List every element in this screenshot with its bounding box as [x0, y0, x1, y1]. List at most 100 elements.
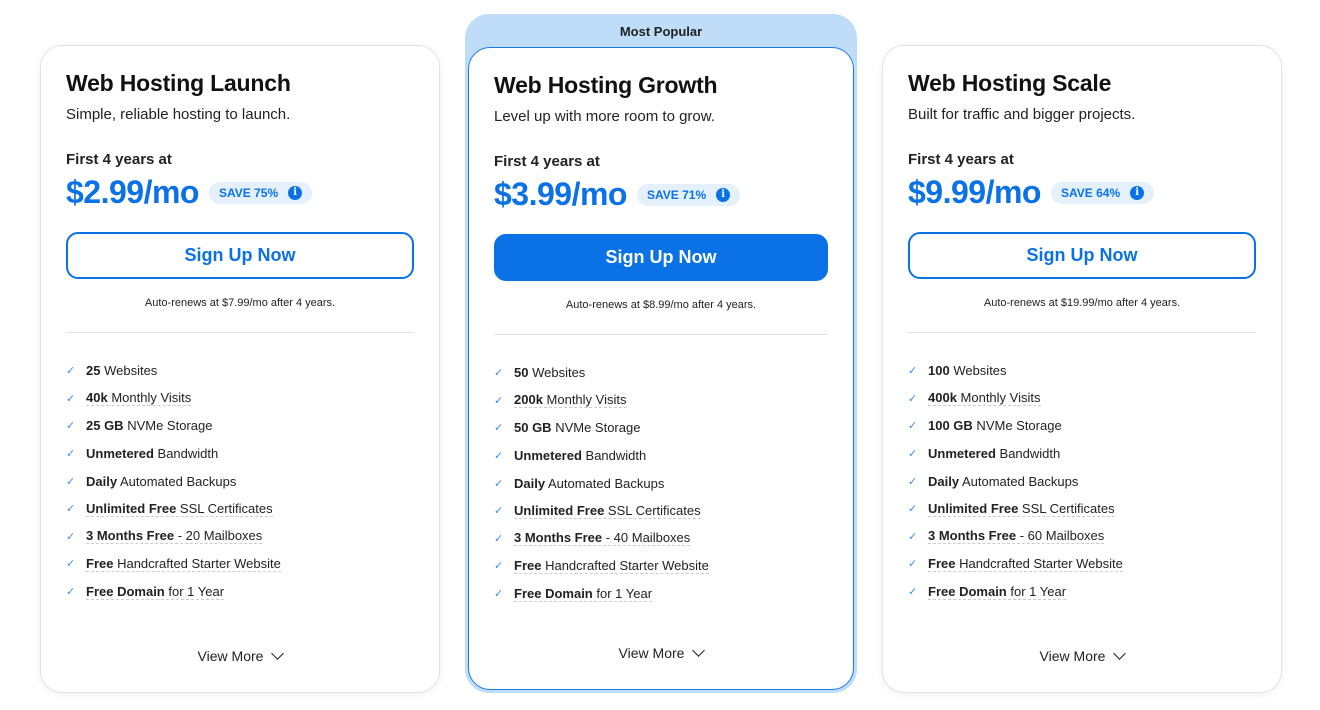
- feature-item: ✓ 40k Monthly Visits: [66, 385, 414, 413]
- feature-text: Daily Automated Backups: [514, 475, 665, 491]
- feature-text[interactable]: 3 Months Free - 60 Mailboxes: [928, 528, 1105, 545]
- feature-item: ✓ 3 Months Free - 40 Mailboxes: [494, 525, 828, 553]
- plan-title: Web Hosting Launch: [66, 70, 291, 96]
- feature-text: Daily Automated Backups: [86, 473, 237, 489]
- price-term: First 4 years at: [908, 151, 1014, 168]
- save-text: SAVE 64%: [1060, 185, 1121, 200]
- feature-item: ✓ 100 Websites: [908, 357, 1256, 385]
- feature-text: Daily Automated Backups: [928, 473, 1079, 489]
- check-icon: ✓: [908, 392, 918, 405]
- plan-price: $9.99/mo: [908, 174, 1041, 210]
- sign-up-button[interactable]: Sign Up Now: [494, 234, 828, 281]
- check-icon: ✓: [494, 505, 504, 518]
- feature-item: ✓ Unmetered Bandwidth: [494, 442, 828, 470]
- feature-text[interactable]: 200k Monthly Visits: [514, 392, 627, 409]
- check-icon: ✓: [494, 422, 504, 435]
- sign-up-button[interactable]: Sign Up Now: [66, 232, 414, 279]
- feature-text: Unmetered Bandwidth: [928, 446, 1061, 462]
- feature-item: ✓ Unmetered Bandwidth: [908, 440, 1256, 468]
- price-term: First 4 years at: [494, 153, 600, 170]
- feature-item: ✓ Unmetered Bandwidth: [66, 440, 414, 468]
- feature-item: ✓ 400k Monthly Visits: [908, 385, 1256, 413]
- check-icon: ✓: [66, 503, 76, 516]
- feature-text: 25 Websites: [86, 363, 158, 379]
- feature-list: ✓ 25 Websites ✓ 40k Monthly Visits ✓ 25 GB NV…: [66, 357, 414, 605]
- feature-item: ✓ 3 Months Free - 60 Mailboxes: [908, 523, 1256, 551]
- feature-text[interactable]: Unlimited Free SSL Certificates: [928, 500, 1115, 517]
- check-icon: ✓: [66, 530, 76, 543]
- feature-item: ✓ Free Domain for 1 Year: [908, 578, 1256, 606]
- feature-item: ✓ 25 Websites: [66, 357, 414, 385]
- feature-text[interactable]: 3 Months Free - 20 Mailboxes: [86, 528, 263, 545]
- plan-price: $3.99/mo: [494, 176, 627, 212]
- renewal-note: Auto-renews at $19.99/mo after 4 years.: [983, 297, 1181, 309]
- check-icon: ✓: [66, 558, 76, 571]
- check-icon: ✓: [66, 420, 76, 433]
- feature-text[interactable]: Free Handcrafted Starter Website: [514, 557, 709, 574]
- most-popular-badge: Most Popular: [619, 24, 703, 39]
- check-icon: ✓: [908, 365, 918, 378]
- feature-item: ✓ Free Handcrafted Starter Website: [908, 550, 1256, 578]
- check-icon: ✓: [494, 532, 504, 545]
- plan-title: Web Hosting Growth: [494, 72, 718, 98]
- feature-item: ✓ Daily Automated Backups: [908, 467, 1256, 495]
- plan-card: Web Hosting Scale Built for traffic and …: [882, 45, 1282, 693]
- feature-text: 100 Websites: [928, 363, 1007, 379]
- feature-item: ✓ Unlimited Free SSL Certificates: [66, 495, 414, 523]
- divider: [908, 332, 1256, 333]
- feature-text[interactable]: Free Domain for 1 Year: [86, 583, 225, 600]
- check-icon: ✓: [908, 530, 918, 543]
- save-badge: SAVE 71% i: [636, 183, 741, 206]
- view-more-label: View More: [618, 645, 685, 661]
- feature-item: ✓ Unlimited Free SSL Certificates: [494, 497, 828, 525]
- feature-text[interactable]: Free Handcrafted Starter Website: [86, 555, 281, 572]
- feature-text[interactable]: Unlimited Free SSL Certificates: [86, 500, 273, 517]
- view-more-button[interactable]: View More: [41, 647, 439, 664]
- check-icon: ✓: [908, 503, 918, 516]
- feature-list: ✓ 100 Websites ✓ 400k Monthly Visits ✓ 100 GB…: [908, 357, 1256, 605]
- feature-item: ✓ 100 GB NVMe Storage: [908, 412, 1256, 440]
- feature-text[interactable]: Unlimited Free SSL Certificates: [514, 502, 701, 519]
- save-text: SAVE 75%: [218, 185, 279, 200]
- feature-text[interactable]: Free Domain for 1 Year: [928, 583, 1067, 600]
- save-badge: SAVE 64% i: [1050, 181, 1155, 204]
- info-icon[interactable]: i: [716, 187, 731, 202]
- feature-text[interactable]: 400k Monthly Visits: [928, 390, 1041, 407]
- feature-text[interactable]: 40k Monthly Visits: [86, 390, 192, 407]
- save-text: SAVE 71%: [646, 187, 707, 202]
- feature-text: 100 GB NVMe Storage: [928, 418, 1062, 434]
- price-term: First 4 years at: [66, 151, 172, 168]
- feature-item: ✓ 50 Websites: [494, 359, 828, 387]
- feature-item: ✓ Free Handcrafted Starter Website: [66, 550, 414, 578]
- view-more-button[interactable]: View More: [883, 647, 1281, 664]
- view-more-button[interactable]: View More: [469, 644, 853, 661]
- check-icon: ✓: [66, 392, 76, 405]
- plan-card: Web Hosting Launch Simple, reliable host…: [40, 45, 440, 693]
- feature-item: ✓ Free Handcrafted Starter Website: [494, 552, 828, 580]
- chevron-down-icon: [271, 647, 285, 660]
- feature-text: 25 GB NVMe Storage: [86, 418, 213, 434]
- feature-item: ✓ 3 Months Free - 20 Mailboxes: [66, 523, 414, 551]
- plan-card: Web Hosting Growth Level up with more ro…: [468, 47, 854, 690]
- chevron-down-icon: [692, 644, 706, 657]
- info-icon[interactable]: i: [1130, 185, 1145, 200]
- feature-text[interactable]: 3 Months Free - 40 Mailboxes: [514, 530, 691, 547]
- divider: [66, 332, 414, 333]
- feature-text[interactable]: Free Domain for 1 Year: [514, 585, 653, 602]
- feature-item: ✓ 50 GB NVMe Storage: [494, 414, 828, 442]
- plan-price: $2.99/mo: [66, 174, 199, 210]
- check-icon: ✓: [66, 586, 76, 599]
- check-icon: ✓: [908, 558, 918, 571]
- feature-item: ✓ 25 GB NVMe Storage: [66, 412, 414, 440]
- sign-up-button[interactable]: Sign Up Now: [908, 232, 1256, 279]
- save-badge: SAVE 75% i: [208, 181, 313, 204]
- info-icon[interactable]: i: [288, 185, 303, 200]
- feature-item: ✓ Free Domain for 1 Year: [66, 578, 414, 606]
- feature-text[interactable]: Free Handcrafted Starter Website: [928, 555, 1123, 572]
- feature-item: ✓ Daily Automated Backups: [494, 469, 828, 497]
- feature-item: ✓ Unlimited Free SSL Certificates: [908, 495, 1256, 523]
- check-icon: ✓: [908, 448, 918, 461]
- feature-item: ✓ 200k Monthly Visits: [494, 387, 828, 415]
- feature-item: ✓ Free Domain for 1 Year: [494, 580, 828, 608]
- check-icon: ✓: [66, 365, 76, 378]
